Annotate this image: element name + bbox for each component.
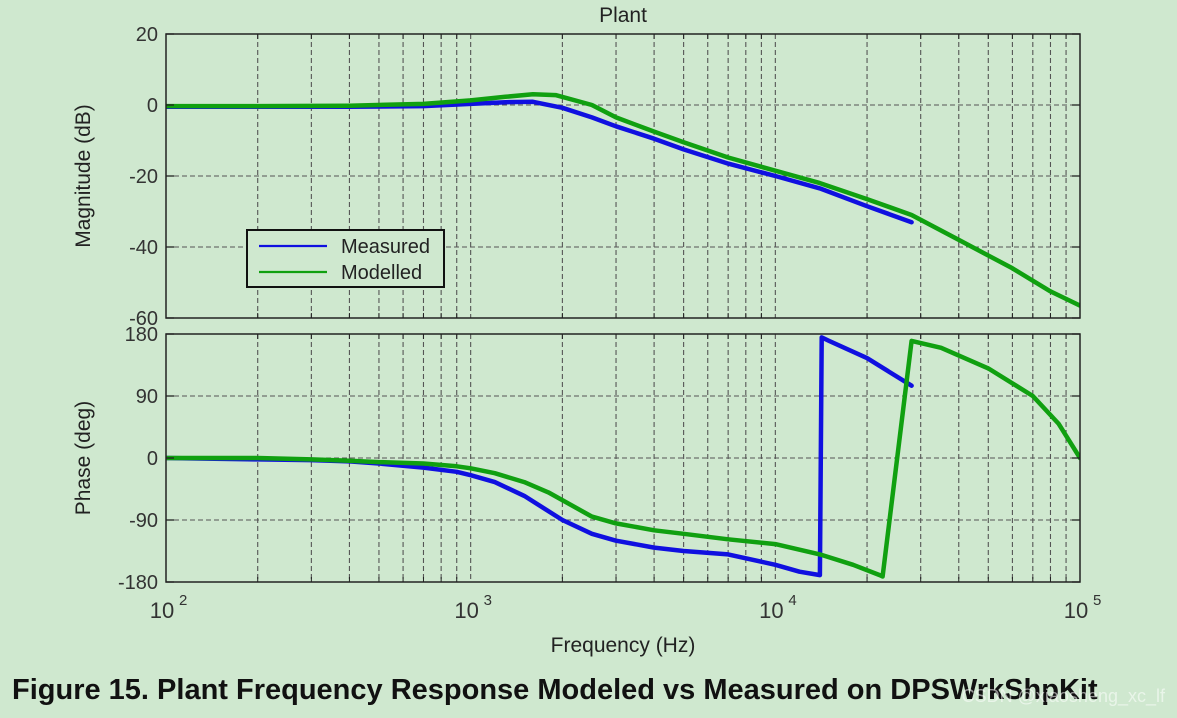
magnitude-ytick-label: -40 [129, 237, 158, 259]
phase-ytick-label: 0 [147, 448, 158, 470]
legend-label-modelled: Modelled [341, 262, 422, 284]
magnitude-series-modelled [166, 92, 1080, 308]
chart-title: Plant [599, 4, 647, 27]
xtick-label: 10 [454, 598, 478, 623]
xtick-label-exponent: 2 [179, 592, 187, 609]
phase-ytick-label: -180 [118, 572, 158, 594]
magnitude-ytick-label: -60 [129, 308, 158, 330]
xtick-label: 10 [1064, 598, 1088, 623]
magnitude-ylabel: Magnitude (dB) [72, 104, 95, 248]
xlabel: Frequency (Hz) [551, 634, 696, 657]
xtick-label-exponent: 5 [1093, 592, 1101, 609]
xtick-label-exponent: 3 [484, 592, 492, 609]
watermark-text: CSDN @xiaosheng_xc_lf [961, 686, 1165, 706]
figure-caption: Figure 15. Plant Frequency Response Mode… [12, 674, 1098, 706]
magnitude-ytick-label: 0 [147, 95, 158, 117]
magnitude-ytick-label: -20 [129, 166, 158, 188]
xtick-label-exponent: 4 [788, 592, 796, 609]
phase-ytick-label: 90 [136, 386, 158, 408]
phase-ylabel: Phase (deg) [72, 401, 95, 515]
legend-box [246, 229, 445, 288]
phase-ytick-label: -90 [129, 510, 158, 532]
phase-series-modelled [166, 338, 1080, 579]
xtick-label: 10 [150, 598, 174, 623]
legend-label-measured: Measured [341, 236, 430, 258]
phase-ytick-label: 180 [125, 324, 158, 346]
magnitude-ytick-label: 20 [136, 24, 158, 46]
xtick-label: 10 [759, 598, 783, 623]
